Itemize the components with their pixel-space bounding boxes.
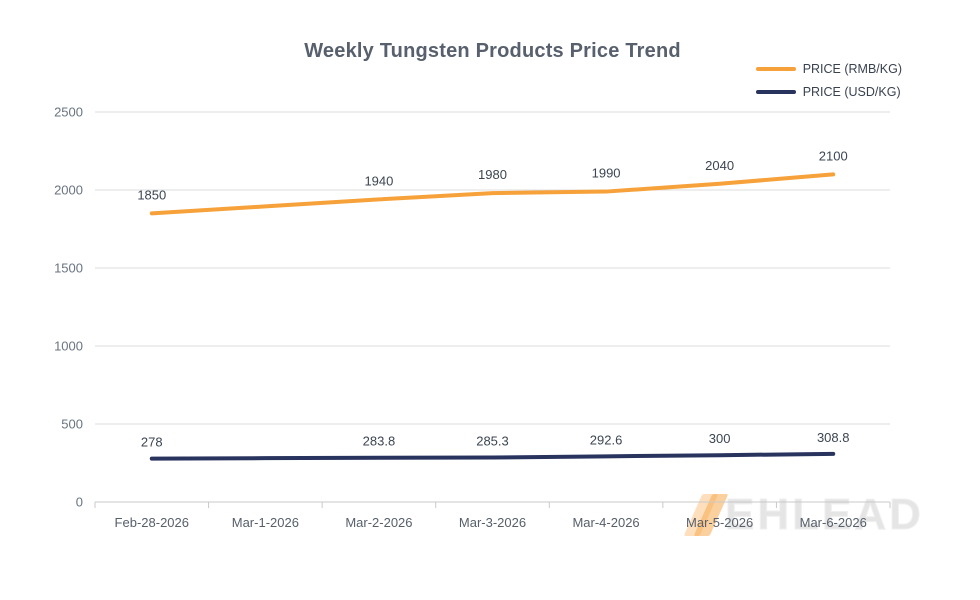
legend-swatch-icon — [755, 67, 796, 71]
y-axis-tick-label: 2000 — [54, 183, 83, 198]
legend-label: PRICE (RMB/KG) — [802, 62, 902, 76]
y-axis-tick-label: 2500 — [54, 105, 83, 120]
y-axis-tick-label: 500 — [61, 417, 83, 432]
data-point-label: 300 — [709, 431, 731, 446]
legend: PRICE (RMB/KG) PRICE (USD/KG) — [755, 62, 902, 99]
x-axis-tick-label: Feb-28-2026 — [115, 515, 189, 530]
y-axis-tick-label: 1500 — [54, 261, 83, 276]
data-point-label: 1980 — [478, 167, 507, 182]
x-axis-tick-label: Mar-3-2026 — [459, 515, 526, 530]
x-axis-tick-label: Mar-4-2026 — [572, 515, 639, 530]
data-point-label: 278 — [141, 435, 163, 450]
data-point-label: 308.8 — [817, 430, 850, 445]
data-point-label: 292.6 — [590, 432, 623, 447]
x-axis-tick-label: Mar-2-2026 — [345, 515, 412, 530]
x-axis-tick-label: Mar-5-2026 — [686, 515, 753, 530]
chart-title: Weekly Tungsten Products Price Trend — [304, 40, 681, 62]
series-line — [149, 172, 836, 216]
legend-swatch-icon — [755, 90, 796, 94]
y-axis-tick-label: 0 — [76, 495, 83, 510]
legend-item[interactable]: PRICE (USD/KG) — [755, 85, 902, 99]
legend-item[interactable]: PRICE (RMB/KG) — [755, 62, 902, 76]
data-point-label: 285.3 — [476, 433, 509, 448]
series-line — [149, 451, 836, 461]
legend-label: PRICE (USD/KG) — [802, 85, 901, 99]
data-point-label: 1850 — [137, 187, 166, 202]
x-axis-tick-label: Mar-6-2026 — [800, 515, 867, 530]
data-point-label: 1990 — [592, 166, 621, 181]
data-point-label: 283.8 — [363, 434, 396, 449]
x-axis-tick-label: Mar-1-2026 — [232, 515, 299, 530]
data-point-label: 2040 — [705, 158, 734, 173]
data-point-label: 2100 — [819, 148, 848, 163]
y-axis-tick-label: 1000 — [54, 339, 83, 354]
data-point-label: 1940 — [364, 173, 393, 188]
